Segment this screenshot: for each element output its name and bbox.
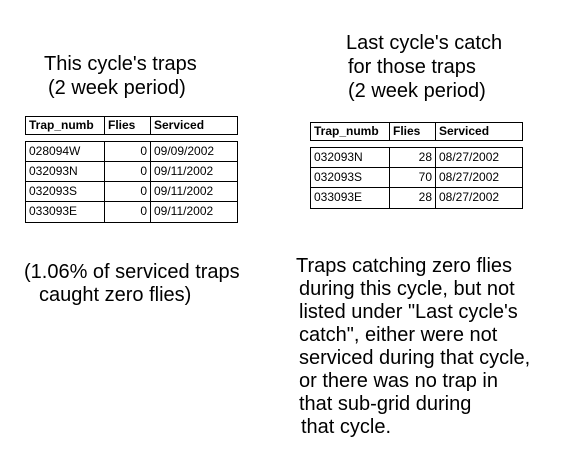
table-row: 032093N 28 08/27/2002 bbox=[311, 148, 522, 168]
this-cycle-heading-line1: This cycle's traps bbox=[44, 53, 197, 75]
last-cycle-table: Trap_numb Flies Serviced 032093N 28 08/2… bbox=[310, 122, 523, 209]
serviced-cell: 09/11/2002 bbox=[154, 204, 214, 218]
trap-cell: 032093S bbox=[311, 168, 390, 187]
last-cycle-heading-line3: (2 week period) bbox=[348, 80, 486, 102]
explanation-line: or there was no trap in bbox=[299, 370, 498, 392]
explanation-line: Traps catching zero flies bbox=[296, 255, 513, 277]
trap-cell: 033093E bbox=[26, 202, 105, 222]
last-cycle-heading-line2: for those traps bbox=[348, 56, 476, 78]
explanation-line: listed under "Last cycle's bbox=[299, 301, 518, 323]
zero-flies-percentage-note-line2: caught zero flies) bbox=[39, 284, 192, 306]
trap-cell: 032093S bbox=[26, 182, 105, 201]
trap-cell: 032093N bbox=[26, 162, 105, 181]
table-row: 033093E 0 09/11/2002 bbox=[26, 202, 237, 222]
explanation-line: catch", either were not bbox=[299, 324, 498, 346]
explanation-line: serviced during that cycle, bbox=[299, 347, 531, 369]
zero-flies-explanation-note: Traps catching zero flies during this cy… bbox=[296, 255, 530, 439]
column-header-serviced: Serviced bbox=[154, 118, 205, 132]
table-row: 033093E 28 08/27/2002 bbox=[311, 188, 522, 208]
last-cycle-heading-line1: Last cycle's catch bbox=[346, 32, 503, 54]
trap-cell: 028094W bbox=[26, 142, 105, 161]
flies-cell: 0 bbox=[105, 202, 151, 222]
last-cycle-heading: Last cycle's catch for those traps (2 we… bbox=[346, 31, 502, 103]
this-cycle-table-header: Trap_numb Flies Serviced bbox=[25, 116, 238, 135]
this-cycle-heading: This cycle's traps (2 week period) bbox=[44, 52, 197, 100]
last-cycle-table-header: Trap_numb Flies Serviced bbox=[310, 122, 523, 141]
flies-cell: 28 bbox=[390, 188, 436, 208]
column-header-flies: Flies bbox=[105, 117, 151, 134]
column-header-flies: Flies bbox=[390, 123, 436, 140]
serviced-cell: 09/09/2002 bbox=[154, 144, 215, 158]
last-cycle-table-body: 032093N 28 08/27/2002 032093S 70 08/27/2… bbox=[310, 147, 523, 209]
flies-cell: 0 bbox=[105, 162, 151, 181]
flies-cell: 0 bbox=[105, 142, 151, 161]
table-row: 032093S 70 08/27/2002 bbox=[311, 168, 522, 188]
column-header-trap: Trap_numb bbox=[26, 117, 105, 134]
table-row: 028094W 0 09/09/2002 bbox=[26, 142, 237, 162]
zero-flies-percentage-note: (1.06% of serviced traps caught zero fli… bbox=[24, 261, 240, 307]
flies-cell: 70 bbox=[390, 168, 436, 187]
trap-cell: 033093E bbox=[311, 188, 390, 208]
flies-cell: 28 bbox=[390, 148, 436, 167]
explanation-line: that sub-grid during bbox=[299, 393, 472, 415]
zero-flies-percentage-note-line1: (1.06% of serviced traps bbox=[24, 261, 240, 283]
serviced-cell: 09/11/2002 bbox=[154, 184, 214, 198]
serviced-cell: 08/27/2002 bbox=[439, 190, 500, 204]
explanation-line: that cycle. bbox=[301, 416, 392, 438]
serviced-cell: 09/11/2002 bbox=[154, 164, 214, 178]
this-cycle-heading-line2: (2 week period) bbox=[48, 77, 186, 99]
this-cycle-table-body: 028094W 0 09/09/2002 032093N 0 09/11/200… bbox=[25, 141, 238, 223]
this-cycle-table: Trap_numb Flies Serviced 028094W 0 09/09… bbox=[25, 116, 238, 223]
explanation-line: during this cycle, but not bbox=[299, 278, 515, 300]
serviced-cell: 08/27/2002 bbox=[439, 150, 500, 164]
serviced-cell: 08/27/2002 bbox=[439, 170, 500, 184]
table-row: 032093S 0 09/11/2002 bbox=[26, 182, 237, 202]
trap-cell: 032093N bbox=[311, 148, 390, 167]
column-header-trap: Trap_numb bbox=[311, 123, 390, 140]
flies-cell: 0 bbox=[105, 182, 151, 201]
column-header-serviced: Serviced bbox=[439, 124, 490, 138]
table-row: 032093N 0 09/11/2002 bbox=[26, 162, 237, 182]
